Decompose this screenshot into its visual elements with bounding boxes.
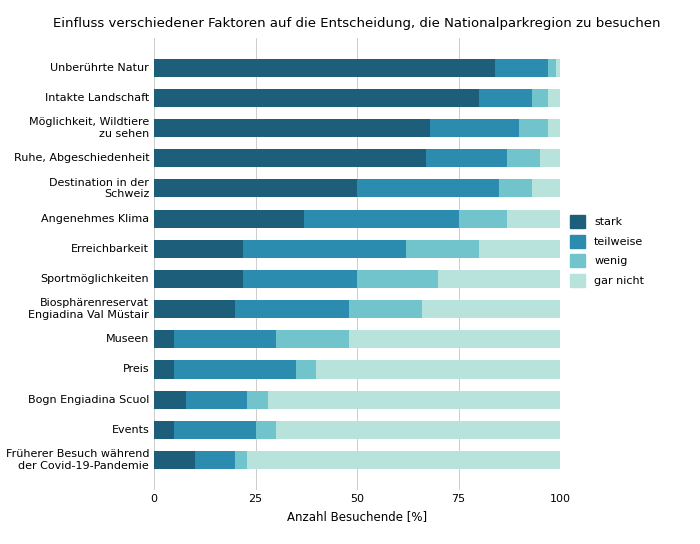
Bar	[174, 421, 256, 439]
Bar	[154, 240, 244, 258]
Bar	[154, 330, 174, 348]
Bar	[540, 149, 560, 167]
Bar	[154, 119, 430, 137]
Bar	[154, 209, 304, 227]
Bar	[349, 330, 560, 348]
Bar	[316, 361, 560, 379]
Bar	[357, 180, 499, 197]
Bar	[556, 59, 560, 77]
Bar	[508, 149, 540, 167]
Bar	[276, 421, 560, 439]
Bar	[186, 391, 247, 409]
Bar	[235, 300, 349, 318]
Bar	[479, 89, 531, 107]
Bar	[531, 89, 548, 107]
Bar	[154, 300, 235, 318]
Bar	[235, 451, 247, 469]
Bar	[422, 300, 560, 318]
Bar	[296, 361, 316, 379]
Bar	[357, 270, 438, 288]
Bar	[276, 330, 349, 348]
Bar	[244, 240, 406, 258]
Bar	[406, 240, 479, 258]
Bar	[438, 270, 560, 288]
Bar	[479, 240, 560, 258]
Bar	[154, 180, 357, 197]
Bar	[519, 119, 548, 137]
Bar	[426, 149, 508, 167]
Bar	[458, 209, 507, 227]
Bar	[154, 451, 195, 469]
Bar	[531, 180, 560, 197]
Bar	[174, 330, 276, 348]
Bar	[154, 89, 479, 107]
Bar	[154, 391, 186, 409]
Bar	[174, 361, 296, 379]
Bar	[244, 270, 357, 288]
Bar	[499, 180, 531, 197]
Title: Einfluss verschiedener Faktoren auf die Entscheidung, die Nationalparkregion zu : Einfluss verschiedener Faktoren auf die …	[53, 17, 661, 30]
Bar	[304, 209, 458, 227]
Bar	[548, 59, 556, 77]
Bar	[154, 421, 174, 439]
Bar	[548, 119, 560, 137]
Bar	[430, 119, 519, 137]
Bar	[195, 451, 235, 469]
Bar	[256, 421, 276, 439]
Bar	[495, 59, 548, 77]
Bar	[548, 89, 560, 107]
X-axis label: Anzahl Besuchende [%]: Anzahl Besuchende [%]	[287, 510, 427, 523]
Bar	[267, 391, 560, 409]
Bar	[154, 149, 426, 167]
Bar	[247, 451, 560, 469]
Bar	[349, 300, 422, 318]
Legend: stark, teilweise, wenig, gar nicht: stark, teilweise, wenig, gar nicht	[570, 215, 644, 287]
Bar	[154, 59, 495, 77]
Bar	[154, 270, 244, 288]
Bar	[508, 209, 560, 227]
Bar	[247, 391, 267, 409]
Bar	[154, 361, 174, 379]
